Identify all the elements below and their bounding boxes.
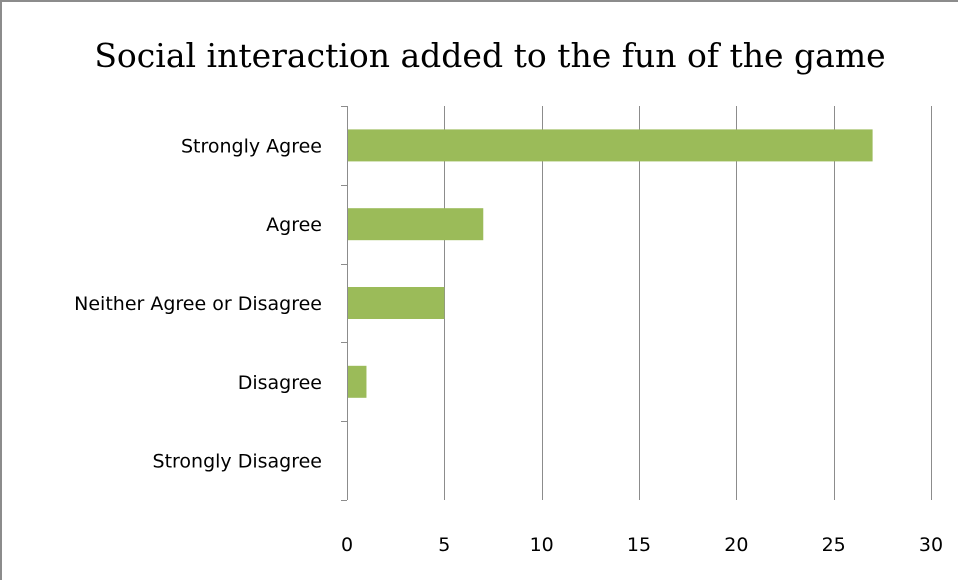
x-tick-label: 30 <box>919 534 943 556</box>
bars <box>347 129 873 398</box>
x-tick-label: 15 <box>627 534 651 556</box>
bar <box>347 208 484 241</box>
grid-lines <box>444 106 932 500</box>
category-label: Neither Agree or Disagree <box>74 293 322 315</box>
x-tick-label: 0 <box>341 534 353 556</box>
x-tick-labels: 0 5 10 15 20 25 30 <box>341 534 943 556</box>
category-labels: Strongly Agree Agree Neither Agree or Disa… <box>74 135 322 472</box>
x-tick-label: 10 <box>530 534 554 556</box>
axes <box>341 106 348 501</box>
bar <box>347 365 367 398</box>
x-tick-label: 5 <box>438 534 450 556</box>
x-tick-label: 20 <box>724 534 748 556</box>
chart-title: Social interaction added to the fun of t… <box>94 36 885 75</box>
category-label: Strongly Agree <box>181 135 322 157</box>
category-label: Agree <box>266 214 322 236</box>
x-tick-label: 25 <box>822 534 846 556</box>
category-label: Disagree <box>238 372 322 394</box>
category-label: Strongly Disagree <box>153 451 322 473</box>
bar <box>347 287 445 319</box>
bar <box>347 129 873 162</box>
